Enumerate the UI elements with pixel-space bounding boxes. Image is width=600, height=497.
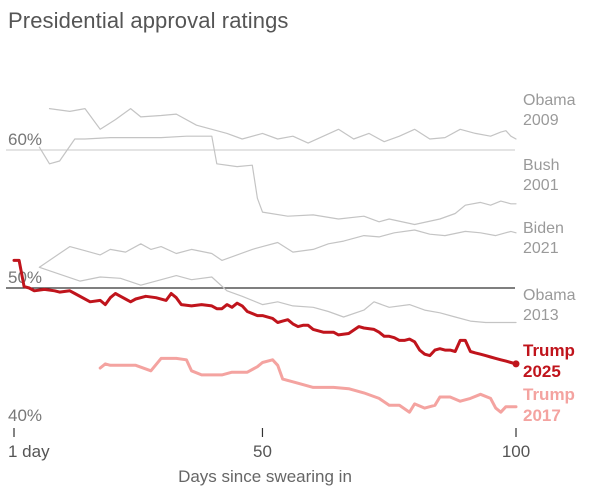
series-year-label: 2001 [523, 177, 559, 194]
series-line-bush2001 [38, 135, 517, 226]
series-name-label: Trump [523, 385, 575, 404]
series-line-obama2013 [38, 266, 517, 324]
y-axis-label: 60% [8, 130, 42, 149]
y-axis-label: 40% [8, 406, 42, 425]
series-line-trump2025 [12, 258, 518, 366]
series-name-label: Obama [523, 92, 576, 109]
grid-lines: 60% 50% 40% [6, 130, 515, 425]
series-year-label: 2009 [523, 112, 559, 129]
series-name-label: Trump [523, 341, 575, 360]
x-tick-label: 50 [253, 442, 272, 461]
y-axis-label: 50% [8, 268, 42, 287]
series-name-label: Biden [523, 220, 564, 237]
series-lines [12, 108, 520, 414]
x-tick-label: 1 day [8, 442, 50, 461]
series-line-trump2017 [98, 356, 518, 414]
series-labels: Obama 2009 Bush 2001 Biden 2021 Obama 2013 Trump… [523, 92, 576, 425]
series-year-label: 2025 [523, 362, 561, 381]
chart-title: Presidential approval ratings [8, 8, 289, 33]
x-tick-label: 100 [502, 442, 530, 461]
trump2025-end-marker [512, 360, 520, 368]
series-year-label: 2013 [523, 307, 559, 324]
series-year-label: 2017 [523, 406, 561, 425]
series-line-obama2009 [48, 108, 517, 144]
series-name-label: Bush [523, 157, 559, 174]
x-axis-title: Days since swearing in [178, 467, 352, 486]
series-line-biden2021 [38, 229, 517, 268]
series-year-label: 2021 [523, 240, 559, 257]
x-axis: 1 day 50 100 Days since swearing in [8, 428, 530, 486]
series-name-label: Obama [523, 287, 576, 304]
